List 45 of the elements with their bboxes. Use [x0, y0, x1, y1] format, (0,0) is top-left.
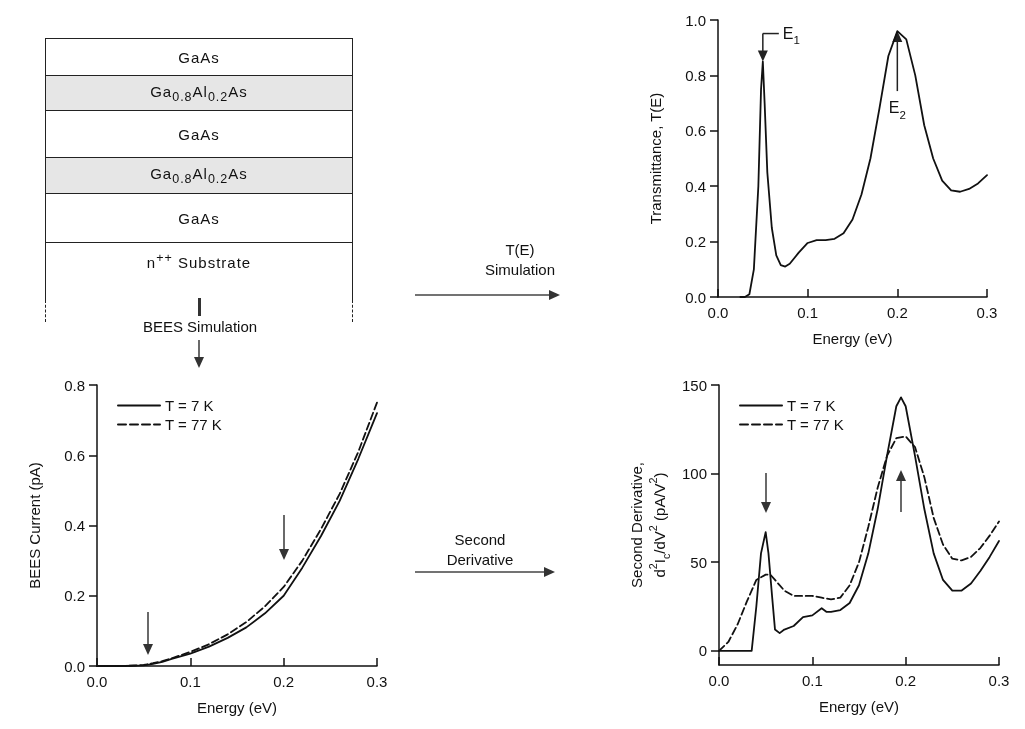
x-tick-label: 0.1: [801, 672, 823, 689]
category-label: GaAs: [178, 209, 220, 227]
y-tick-label: 0.0: [685, 288, 706, 306]
legend-label: T = 77 K: [165, 416, 222, 433]
y-tick-label: 0.8: [685, 66, 706, 84]
y-tick-label: 0.0: [64, 657, 85, 675]
text: Second Derivative: [445, 530, 515, 570]
x-tick-label: 0.1: [179, 673, 201, 690]
legend-label: T = 7 K: [165, 397, 214, 414]
x-tick-label: 0.3: [988, 672, 1010, 689]
y-tick-label: 1.0: [685, 11, 706, 29]
x-tick-label: 0.0: [86, 673, 108, 690]
y-tick-label: 0.4: [685, 177, 706, 195]
x-tick-label: 0.0: [708, 672, 730, 689]
y-tick-label: 0.4: [64, 517, 85, 534]
legend-label: T = 77 K: [787, 416, 844, 433]
text: T(E) Simulation: [483, 240, 556, 280]
category-label: Ga$_{0.8}$Al$_{0.2}$As: [150, 82, 248, 104]
category-label: GaAs: [178, 48, 220, 66]
y-tick-label: 100: [681, 465, 707, 483]
y-tick-label: 50: [690, 553, 707, 571]
category-label: n$^{++}$ Substrate: [146, 251, 252, 271]
y-axis-title: BEES Current (pA): [25, 462, 43, 589]
y-axis-title: Transmittance, T(E): [646, 92, 664, 225]
x-tick-label: 0.3: [366, 673, 388, 690]
y-tick-label: 0.8: [64, 376, 85, 394]
x-tick-label: 0.1: [797, 304, 819, 321]
legend-label: T = 7 K: [787, 397, 836, 414]
category-label: GaAs: [178, 125, 220, 143]
x-tick-label: 0.0: [707, 304, 729, 321]
x-tick-label: 0.2: [886, 304, 908, 321]
y-tick-label: 0: [698, 642, 707, 660]
y-tick-label: 0.2: [64, 587, 85, 605]
x-tick-label: 0.2: [895, 672, 917, 689]
x-axis-title: Energy (eV): [818, 698, 900, 715]
text: BEES Simulation: [141, 318, 259, 335]
x-axis-title: Energy (eV): [812, 330, 893, 347]
y-tick-label: 150: [681, 376, 707, 394]
y-tick-label: 0.6: [685, 122, 706, 140]
y-tick-label: 0.6: [64, 446, 85, 464]
category-label: Ga$_{0.8}$Al$_{0.2}$As: [150, 165, 248, 186]
x-tick-label: 0.3: [976, 304, 998, 321]
y-tick-label: 0.2: [685, 233, 706, 251]
x-tick-label: 0.2: [273, 673, 295, 690]
x-axis-title: Energy (eV): [196, 699, 278, 716]
